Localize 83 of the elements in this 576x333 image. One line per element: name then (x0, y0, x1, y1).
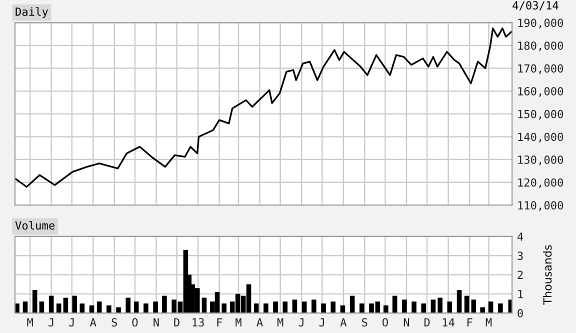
line-series (14, 28, 512, 188)
y-tick-label: 150,000 (518, 110, 564, 120)
bar (456, 290, 462, 314)
bar (412, 302, 416, 314)
y-tick-label: 140,000 (518, 132, 564, 143)
x-tick-label: 14 (442, 318, 454, 326)
bar (63, 298, 68, 314)
bar (282, 302, 288, 314)
y-tick-label: 180,000 (518, 41, 564, 52)
bar (384, 305, 388, 314)
text: 4/03/14 (512, 1, 558, 10)
bar (116, 307, 121, 314)
bar (321, 303, 326, 314)
bar (264, 303, 268, 314)
bar (96, 302, 102, 314)
bar (153, 302, 158, 314)
bar (39, 302, 44, 314)
x-tick-label: J (69, 318, 74, 327)
bar (162, 296, 167, 314)
y-tick-label: 4 (517, 232, 524, 241)
bar (32, 290, 38, 314)
x-tick-label: N (154, 318, 159, 326)
x-tick-label: F (217, 318, 222, 326)
bar (126, 298, 131, 314)
bar (430, 300, 436, 314)
x-tick-label: N (404, 318, 410, 326)
bar (330, 302, 336, 314)
x-tick-label: O (382, 318, 388, 327)
y-tick-label: 110,000 (518, 201, 564, 211)
y-tick-label: 2 (518, 270, 523, 279)
bar (312, 300, 316, 314)
bar (360, 303, 364, 314)
x-tick-label: F (467, 318, 472, 326)
bar (438, 298, 442, 314)
bar (350, 296, 355, 314)
bar (202, 298, 207, 314)
x-tick-label: S (112, 318, 118, 327)
x-tick-label: M (486, 318, 492, 326)
x-tick-label: D (424, 318, 430, 326)
x-tick-label: 13 (192, 318, 204, 327)
bar (302, 302, 307, 314)
bar (392, 296, 398, 314)
x-tick-label: J (319, 318, 324, 327)
bar (480, 307, 485, 314)
chart-title: Volume (15, 220, 54, 230)
x-tick-label: S (362, 318, 368, 327)
bar (292, 300, 298, 314)
bar (72, 296, 78, 314)
bar (134, 302, 139, 314)
y-tick-label: 160,000 (518, 87, 564, 97)
bar (402, 300, 407, 314)
y-tick-label: 170,000 (518, 64, 564, 74)
chart-title: Daily (16, 7, 48, 18)
bar (498, 303, 503, 314)
bar (421, 303, 426, 314)
y-tick-label: 120,000 (518, 178, 564, 188)
bar (488, 302, 494, 314)
bar (222, 303, 226, 314)
bar (447, 302, 452, 314)
x-tick-label: A (256, 318, 263, 326)
y-tick-label: 190,000 (518, 18, 564, 28)
bar (471, 300, 476, 314)
x-tick-label: A (340, 318, 347, 326)
y-tick-label: 0 (518, 309, 523, 318)
y-tick-label: 3 (518, 252, 523, 260)
y-axis-title: Thousands (543, 245, 552, 305)
bar (56, 303, 62, 314)
y-tick-label: 130,000 (518, 156, 564, 166)
x-tick-label: O (132, 318, 138, 327)
bar (464, 296, 470, 314)
bar (48, 296, 54, 314)
bar (144, 303, 148, 314)
x-tick-label: A (90, 318, 96, 326)
x-tick-label: M (236, 318, 242, 326)
x-tick-label: D (174, 318, 180, 326)
y-tick-label: 1 (518, 290, 523, 298)
x-tick-label: M (27, 318, 33, 326)
x-tick-label: J (48, 318, 54, 327)
bar (273, 302, 278, 314)
bar (106, 305, 112, 314)
bar (22, 302, 28, 314)
x-tick-label: M (277, 318, 284, 326)
x-tick-label: J (298, 318, 304, 327)
